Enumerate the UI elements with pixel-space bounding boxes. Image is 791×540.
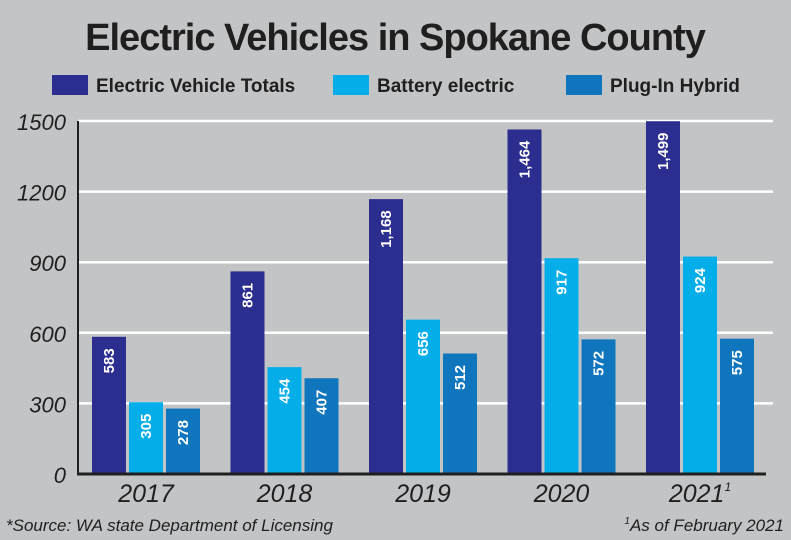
data-label: 305	[138, 414, 155, 439]
data-label: 1,168	[378, 210, 395, 248]
data-label: 407	[314, 390, 331, 415]
data-label: 1,499	[655, 132, 672, 170]
y-tick-label: 600	[29, 322, 66, 347]
bar	[683, 256, 717, 474]
data-label: 917	[554, 270, 571, 295]
x-tick-label: 2017	[117, 480, 175, 508]
x-tick-label: 20211	[668, 480, 731, 508]
bar	[544, 258, 579, 474]
data-label: 575	[729, 350, 746, 375]
y-tick-label: 300	[29, 392, 66, 417]
x-tick-label: 2019	[394, 480, 451, 508]
bar	[646, 121, 680, 474]
data-label: 278	[175, 420, 192, 445]
data-label: 861	[240, 283, 257, 308]
legend-label: Battery electric	[377, 76, 515, 97]
bar	[230, 271, 265, 474]
y-tick-label: 1200	[17, 181, 67, 206]
data-label: 924	[692, 267, 709, 293]
data-label: 583	[101, 348, 118, 373]
bar	[92, 336, 126, 474]
data-label: 512	[452, 365, 469, 390]
bar	[304, 378, 339, 474]
footnote: 1As of February 2021	[624, 516, 784, 535]
footnote-text: As of February 2021	[629, 516, 784, 535]
bar	[581, 339, 616, 474]
legend: Electric Vehicle Totals Battery electric P…	[52, 75, 740, 97]
data-label: 572	[591, 351, 608, 376]
bar	[369, 199, 403, 474]
x-tick-superscript: 1	[724, 480, 731, 494]
y-tick-label: 0	[54, 463, 67, 488]
bar	[443, 353, 477, 474]
bar	[267, 367, 302, 474]
legend-label: Electric Vehicle Totals	[96, 76, 295, 97]
footnote-mark: 1	[624, 516, 630, 527]
bar	[166, 408, 200, 474]
y-tick-label: 1500	[17, 110, 67, 135]
x-tick-labels: 2017 2018 2019 2020 20211	[117, 480, 731, 508]
source-note: *Source: WA state Department of Licensin…	[6, 516, 333, 535]
bar	[507, 129, 542, 475]
legend-swatch	[333, 75, 369, 95]
bar	[129, 402, 163, 474]
bar	[406, 319, 440, 474]
legend-swatch	[566, 75, 602, 95]
data-label: 656	[415, 331, 432, 356]
x-tick-label: 2018	[256, 480, 313, 508]
bars: 583 305 278 861 454 407 1,168 656 512 1,464 917 572…	[92, 121, 754, 475]
x-tick-label: 2020	[533, 480, 590, 508]
chart-title: Electric Vehicles in Spokane County	[85, 17, 706, 59]
legend-label: Plug-In Hybrid	[610, 76, 740, 97]
y-tick-label: 900	[29, 251, 66, 276]
data-label: 1,464	[517, 140, 534, 178]
bar	[720, 338, 754, 474]
legend-swatch	[52, 75, 88, 95]
data-label: 454	[277, 378, 294, 404]
